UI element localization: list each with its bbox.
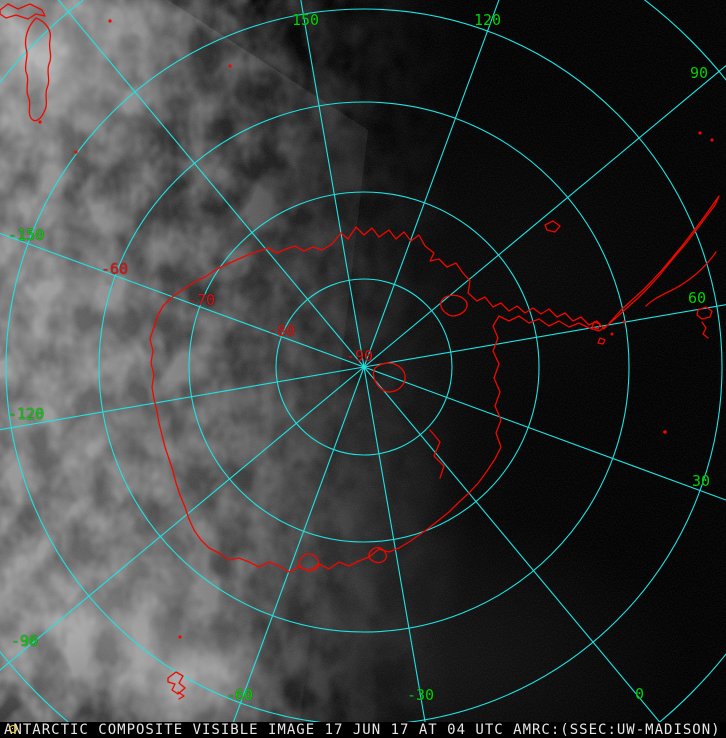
longitude-label: -150 <box>8 226 45 244</box>
longitude-label: 150 <box>292 11 320 29</box>
station-marker-icon <box>9 725 17 733</box>
cloud-noise-layer <box>0 0 726 722</box>
latitude-label: -60 <box>101 260 129 278</box>
latitude-label: -70 <box>188 291 216 309</box>
longitude-label: 0 <box>635 685 645 703</box>
antarctica-coastline <box>149 195 720 573</box>
south-georgia-coastline <box>696 306 713 320</box>
longitude-label: 90 <box>690 64 709 82</box>
longitude-label: 30 <box>692 472 711 490</box>
new-zealand-coastline <box>0 3 46 20</box>
longitude-label: 120 <box>474 11 502 29</box>
south-america-tip-coastline <box>167 671 186 695</box>
latitude-label: -80 <box>268 322 296 340</box>
coastline-layer <box>0 3 720 700</box>
caption-bar: ANTARCTIC COMPOSITE VISIBLE IMAGE 17 JUN… <box>0 722 726 738</box>
longitude-label: -120 <box>8 405 45 423</box>
longitude-label: -30 <box>407 686 435 704</box>
graticule <box>0 0 726 722</box>
satellite-map: 150 120 90 60 30 0 -30 -60 -90 -120 -150 -60 -70 -80 -… <box>0 0 726 722</box>
longitude-label: -60 <box>226 686 254 704</box>
longitude-label: 60 <box>688 289 707 307</box>
caption-text: ANTARCTIC COMPOSITE VISIBLE IMAGE 17 JUN… <box>4 722 721 738</box>
latitude-label: -90 <box>346 347 374 365</box>
longitude-label: -90 <box>11 632 39 650</box>
